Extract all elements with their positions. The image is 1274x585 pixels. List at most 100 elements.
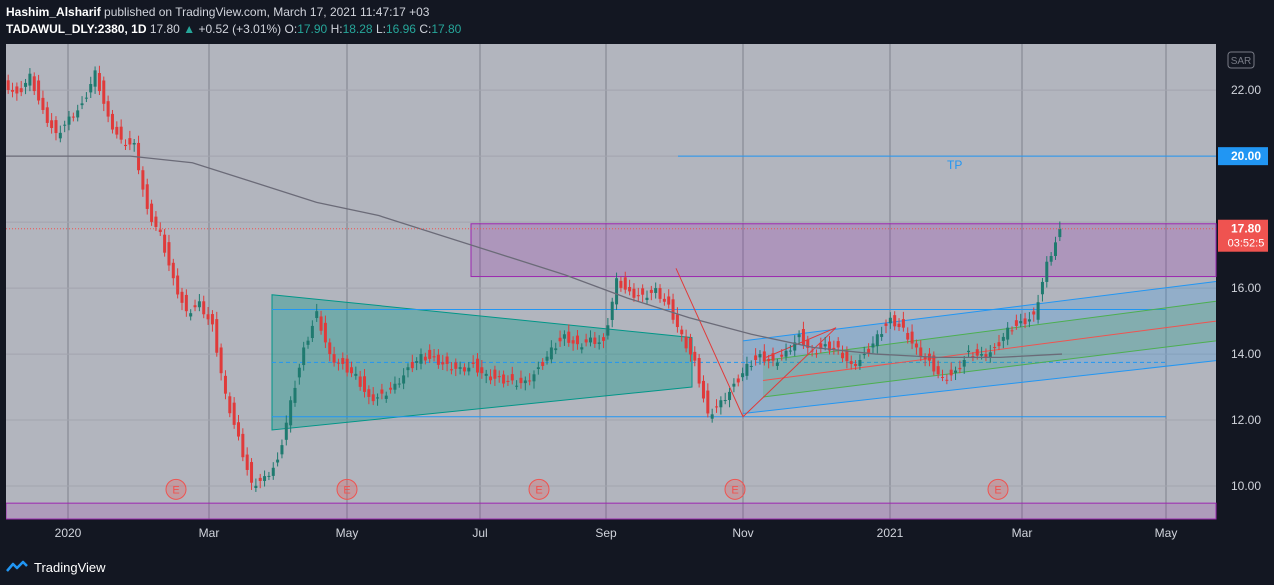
candle-body [171,262,175,279]
candle-body [432,356,436,358]
candle-body [241,433,245,458]
candle-body [132,142,136,145]
x-tick-label: Sep [595,526,617,540]
candle-body [854,363,858,366]
candle-body [145,184,149,209]
tp-label: TP [947,158,962,172]
candle-body [458,367,462,369]
candle-body [962,360,966,367]
price-axis-background [1216,44,1268,519]
high-label: H: [330,22,343,36]
candle-body [619,280,623,288]
candle-body [597,342,601,344]
candle-body [45,107,49,123]
candle-body [384,395,388,399]
currency-label: SAR [1231,56,1252,67]
x-tick-label: Nov [732,526,753,540]
candle-body [441,362,445,365]
candle-body [63,124,67,126]
candle-body [628,286,632,292]
candle-body [363,376,367,392]
chart-header: Hashim_Alsharif published on TradingView… [6,4,1266,38]
candle-body [410,361,414,369]
earnings-circle [336,478,358,500]
last-price: 17.80 [149,22,180,36]
up-triangle-icon: ▲ [183,22,196,36]
candle-body [128,138,132,145]
earnings-marker: E [336,478,358,500]
author-name[interactable]: Hashim_Alsharif [6,5,101,19]
candle-body [602,337,606,341]
candle-body [841,352,845,359]
candle-body [671,299,675,320]
candle-body [662,298,666,302]
symbol-label[interactable]: TADAWUL_DLY:2380, 1D [6,22,147,36]
candle-body [189,313,193,317]
candle-body [380,389,384,394]
candle-body [124,144,128,147]
candle-body [449,369,453,371]
candle-body [71,116,75,118]
candle-body [515,385,519,387]
candle-body [806,339,810,348]
candle-body [19,88,23,93]
candle-body [984,354,988,358]
x-tick-label: 2021 [877,526,904,540]
y-tick-label: 12.00 [1231,413,1261,427]
chart-area[interactable]: 2020 Mar May Jul Sep Nov 2021 Mar May 10.00 12.00 1… [5,44,1268,549]
x-tick-label: May [1155,526,1178,540]
candle-body [245,454,249,470]
earnings-circle [987,478,1009,500]
candle-body [276,459,280,463]
candle-body [667,296,671,305]
candle-body [1019,321,1023,324]
candle-body [701,380,705,399]
earnings-marker: E [987,478,1009,500]
candle-body [884,323,888,326]
candle-body [949,369,953,376]
candle-body [971,356,975,358]
candle-body [67,116,71,125]
candle-body [193,305,197,308]
candle-body [436,354,440,365]
candle-body [119,126,123,140]
candle-body [428,349,432,359]
tradingview-brand[interactable]: TradingView [6,557,106,577]
candle-body [558,337,562,342]
candle-body [115,126,119,135]
candle-body [236,422,240,437]
candle-body [289,400,293,426]
candle-body [24,82,28,87]
candle-body [484,373,488,376]
candle-body [1014,320,1018,326]
candle-body [736,378,740,383]
channel-line-upper [742,281,1217,342]
candle-body [936,366,940,375]
candle-body [780,354,784,357]
candle-body [575,335,579,345]
brand-label: TradingView [34,559,106,575]
price-chart[interactable]: 2020 Mar May Jul Sep Nov 2021 Mar May 10.00 12.00 1… [5,44,1268,549]
candle-body [532,374,536,382]
candle-body [280,445,284,455]
candle-body [258,477,262,481]
candle-body [493,369,497,379]
candle-body [875,334,879,347]
candle-body [1058,228,1062,238]
candle-body [706,390,710,414]
publish-info: published on TradingView.com, March 17, … [100,5,430,19]
close-label: C: [419,22,432,36]
candle-body [106,101,110,117]
candle-body [402,375,406,384]
candle-body [923,357,927,359]
candle-body [562,334,566,339]
y-tick-label: 10.00 [1231,479,1261,493]
candle-body [1053,242,1057,256]
earnings-label: E [343,484,350,496]
candle-body [897,323,901,328]
candle-body [684,336,688,349]
candle-body [510,374,514,381]
candle-body [97,73,101,92]
candle-body [580,347,584,350]
candle-body [76,110,80,118]
